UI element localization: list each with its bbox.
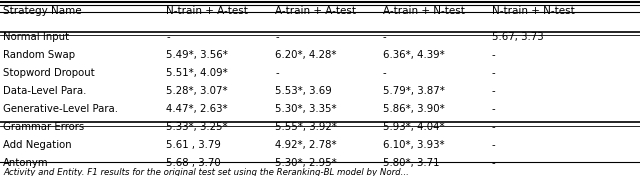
Text: 5.53*, 3.69: 5.53*, 3.69 — [275, 86, 332, 96]
Text: 6.36*, 4.39*: 6.36*, 4.39* — [383, 50, 444, 60]
Text: 5.28*, 3.07*: 5.28*, 3.07* — [166, 86, 228, 96]
Text: N-train + N-test: N-train + N-test — [492, 7, 574, 16]
Text: -: - — [492, 86, 495, 96]
Text: Grammar Errors: Grammar Errors — [3, 122, 84, 132]
Text: -: - — [492, 140, 495, 150]
Text: 5.79*, 3.87*: 5.79*, 3.87* — [383, 86, 445, 96]
Text: Activity and Entity. F1 results for the original test set using the Reranking-BL: Activity and Entity. F1 results for the … — [3, 168, 409, 176]
Text: 5.55*, 3.92*: 5.55*, 3.92* — [275, 122, 337, 132]
Text: 5.33*, 3.25*: 5.33*, 3.25* — [166, 122, 228, 132]
Text: 5.30*, 3.35*: 5.30*, 3.35* — [275, 104, 337, 114]
Text: 4.47*, 2.63*: 4.47*, 2.63* — [166, 104, 228, 114]
Text: 5.80*, 3.71: 5.80*, 3.71 — [383, 158, 439, 168]
Text: -: - — [383, 68, 387, 78]
Text: Data-Level Para.: Data-Level Para. — [3, 86, 86, 96]
Text: Random Swap: Random Swap — [3, 50, 76, 60]
Text: 5.68 , 3.70: 5.68 , 3.70 — [166, 158, 221, 168]
Text: N-train + A-test: N-train + A-test — [166, 7, 248, 16]
Text: -: - — [383, 32, 387, 42]
Text: Stopword Dropout: Stopword Dropout — [3, 68, 95, 78]
Text: 4.92*, 2.78*: 4.92*, 2.78* — [275, 140, 337, 150]
Text: A-train + N-test: A-train + N-test — [383, 7, 465, 16]
Text: 5.61 , 3.79: 5.61 , 3.79 — [166, 140, 221, 150]
Text: Antonym: Antonym — [3, 158, 49, 168]
Text: -: - — [275, 32, 279, 42]
Text: -: - — [492, 50, 495, 60]
Text: 6.10*, 3.93*: 6.10*, 3.93* — [383, 140, 444, 150]
Text: -: - — [492, 122, 495, 132]
Text: -: - — [492, 68, 495, 78]
Text: 5.49*, 3.56*: 5.49*, 3.56* — [166, 50, 228, 60]
Text: Generative-Level Para.: Generative-Level Para. — [3, 104, 118, 114]
Text: -: - — [492, 158, 495, 168]
Text: Normal Input: Normal Input — [3, 32, 69, 42]
Text: 5.86*, 3.90*: 5.86*, 3.90* — [383, 104, 444, 114]
Text: Add Negation: Add Negation — [3, 140, 72, 150]
Text: 5.30*, 2.95*: 5.30*, 2.95* — [275, 158, 337, 168]
Text: 5.67, 3.73: 5.67, 3.73 — [492, 32, 543, 42]
Text: -: - — [275, 68, 279, 78]
Text: -: - — [166, 32, 170, 42]
Text: A-train + A-test: A-train + A-test — [275, 7, 356, 16]
Text: 5.93*, 4.04*: 5.93*, 4.04* — [383, 122, 444, 132]
Text: -: - — [492, 104, 495, 114]
Text: 5.51*, 4.09*: 5.51*, 4.09* — [166, 68, 228, 78]
Text: 6.20*, 4.28*: 6.20*, 4.28* — [275, 50, 337, 60]
Text: Strategy Name: Strategy Name — [3, 7, 82, 16]
